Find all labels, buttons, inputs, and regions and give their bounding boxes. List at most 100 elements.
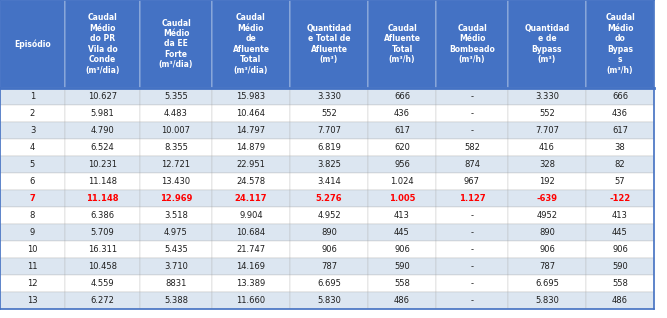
Text: 8: 8 [30,211,35,220]
Text: 7.707: 7.707 [535,126,559,135]
Text: 24.578: 24.578 [236,177,265,186]
Text: 590: 590 [612,262,628,271]
Text: 620: 620 [394,143,410,152]
Bar [65,0,140,88]
Bar [436,156,508,173]
Text: 445: 445 [612,228,628,237]
Bar [65,105,140,122]
Text: 787: 787 [539,262,555,271]
Bar [140,292,212,309]
Text: 445: 445 [394,228,410,237]
Bar [436,173,508,190]
Text: 5.435: 5.435 [164,245,188,254]
Text: 552: 552 [321,109,337,118]
Bar [140,173,212,190]
Text: 6.272: 6.272 [91,296,115,305]
Text: 1.024: 1.024 [390,177,414,186]
Text: Caudal
Médio
do
Bypas
s
(m³/h): Caudal Médio do Bypas s (m³/h) [605,13,635,74]
Text: 16.311: 16.311 [88,245,117,254]
Text: 890: 890 [321,228,337,237]
Bar [368,88,436,105]
Bar [290,241,368,258]
Text: 552: 552 [539,109,555,118]
Text: 890: 890 [539,228,555,237]
Text: 11.148: 11.148 [86,194,119,203]
Bar [508,292,586,309]
Bar [65,224,140,241]
Text: 11.148: 11.148 [88,177,117,186]
Text: 1.005: 1.005 [389,194,416,203]
Bar [140,122,212,139]
Text: 6.386: 6.386 [91,211,115,220]
Text: 6.695: 6.695 [317,279,341,288]
Bar [508,156,586,173]
Text: 13.430: 13.430 [161,177,191,186]
Bar [0,258,65,275]
Bar [368,156,436,173]
Bar [290,88,368,105]
Bar [368,139,436,156]
Bar [0,241,65,258]
Bar [140,190,212,207]
Text: 5.981: 5.981 [91,109,114,118]
Bar [586,156,654,173]
Bar [65,241,140,258]
Text: Caudal
Médio
Bombeado
(m³/h): Caudal Médio Bombeado (m³/h) [449,24,495,64]
Bar [290,190,368,207]
Bar [508,122,586,139]
Text: Caudal
Médio
da EE
Forte
(m³/dia): Caudal Médio da EE Forte (m³/dia) [159,19,193,69]
Bar [586,173,654,190]
Text: Quantidad
e de
Bypass
(m³): Quantidad e de Bypass (m³) [524,24,570,64]
Bar [508,173,586,190]
Bar [586,88,654,105]
Text: 82: 82 [615,160,626,169]
Bar [65,173,140,190]
Text: 14.169: 14.169 [237,262,265,271]
Bar [0,139,65,156]
Text: 666: 666 [394,92,410,101]
Text: 2: 2 [30,109,35,118]
Text: 4.483: 4.483 [164,109,188,118]
Text: -: - [470,228,474,237]
Text: 413: 413 [612,211,628,220]
Text: 3: 3 [30,126,35,135]
Text: 6.695: 6.695 [535,279,559,288]
Bar [586,207,654,224]
Text: -: - [470,109,474,118]
Text: Caudal
Médio
do PR
Vila do
Conde
(m³/dia): Caudal Médio do PR Vila do Conde (m³/dia… [85,13,119,74]
Bar [0,88,65,105]
Text: 5.830: 5.830 [535,296,559,305]
Bar [436,292,508,309]
Text: 3.710: 3.710 [164,262,188,271]
Bar [586,122,654,139]
Text: 582: 582 [464,143,480,152]
Text: 12.721: 12.721 [161,160,191,169]
Text: 3.518: 3.518 [164,211,188,220]
Bar [140,156,212,173]
Bar [65,190,140,207]
Bar [212,0,290,88]
Text: 9.904: 9.904 [239,211,263,220]
Bar [140,0,212,88]
Bar [368,207,436,224]
Text: 956: 956 [394,160,410,169]
Text: -: - [470,211,474,220]
Bar [368,258,436,275]
Text: -: - [470,296,474,305]
Bar [368,224,436,241]
Bar [368,190,436,207]
Text: 10.458: 10.458 [88,262,117,271]
Bar [0,156,65,173]
Bar [436,207,508,224]
Text: 4952: 4952 [536,211,558,220]
Bar [368,105,436,122]
Bar [290,292,368,309]
Bar [290,207,368,224]
Text: 436: 436 [394,109,410,118]
Bar [508,139,586,156]
Bar [0,207,65,224]
Bar [368,275,436,292]
Bar [290,258,368,275]
Bar [212,139,290,156]
Bar [290,0,368,88]
